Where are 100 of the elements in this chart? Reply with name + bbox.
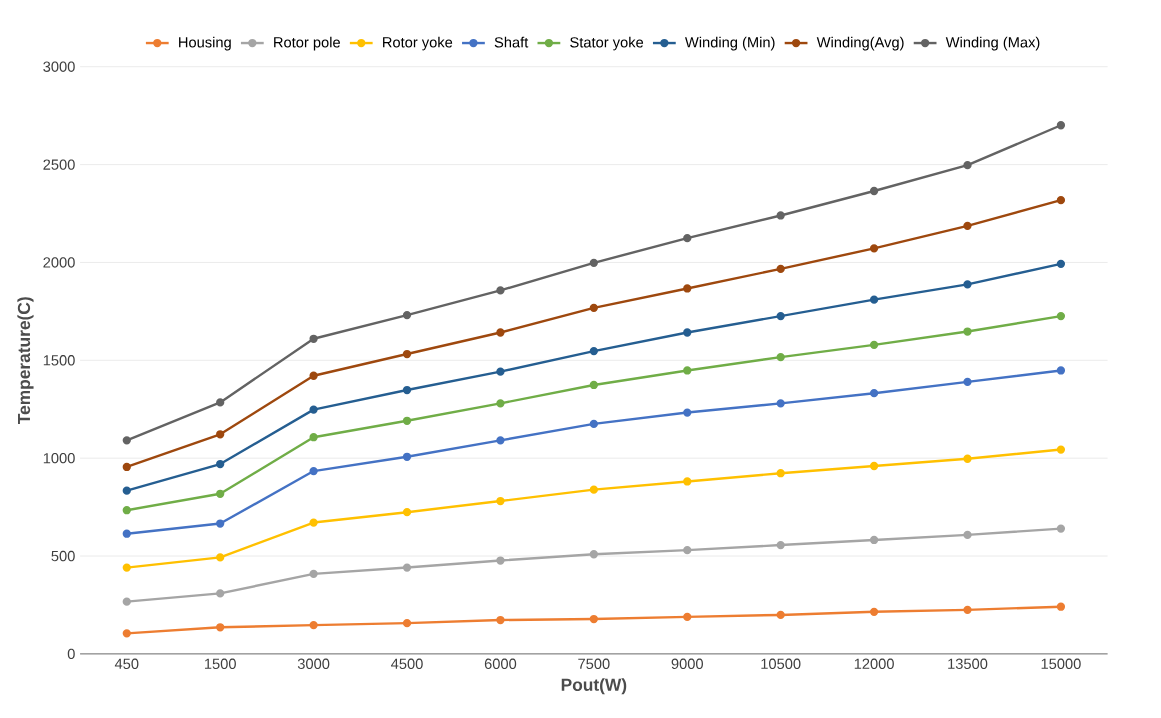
point — [402, 349, 412, 359]
point — [589, 258, 598, 267]
point — [1056, 121, 1066, 130]
point — [963, 605, 972, 615]
x-tick-label: 10500 — [761, 658, 801, 670]
point — [122, 506, 131, 515]
point — [683, 284, 692, 293]
point — [216, 459, 225, 469]
point — [496, 328, 505, 337]
point — [589, 485, 598, 494]
point — [776, 353, 785, 362]
point — [869, 389, 879, 398]
point — [776, 469, 785, 478]
point — [683, 234, 692, 243]
point — [402, 452, 412, 461]
point — [776, 211, 785, 220]
point — [216, 430, 225, 439]
point — [683, 328, 692, 337]
legend-label: Rotor pole — [274, 36, 340, 51]
point — [216, 589, 225, 598]
x-tick-label: 15000 — [1041, 658, 1081, 670]
legend-label: Winding (Max) — [945, 36, 1040, 51]
x-tick-label: 9000 — [671, 658, 703, 670]
x-axis-title: Pout(W) — [561, 678, 627, 695]
point — [216, 623, 225, 632]
point — [963, 161, 972, 170]
y-tick-label: 2500 — [43, 159, 75, 170]
point — [1056, 196, 1066, 205]
point — [1056, 259, 1066, 268]
point — [869, 244, 879, 253]
point — [963, 530, 972, 540]
point — [122, 597, 131, 606]
point — [496, 615, 505, 625]
point — [309, 433, 318, 442]
point — [122, 529, 131, 538]
point — [869, 340, 879, 349]
point — [402, 619, 412, 628]
point — [776, 610, 785, 620]
point — [963, 327, 972, 336]
point — [683, 612, 692, 622]
point — [309, 405, 318, 414]
y-tick-label: 500 — [51, 550, 75, 562]
point — [869, 535, 879, 545]
y-tick-label: 2000 — [43, 257, 75, 268]
legend-label: Winding (Min) — [685, 36, 775, 51]
point — [496, 496, 505, 506]
point — [683, 477, 692, 486]
point — [683, 546, 692, 555]
x-tick-label: 1500 — [204, 658, 236, 670]
legend-label: Housing — [179, 36, 231, 51]
point — [869, 186, 879, 196]
x-tick-label: 450 — [114, 658, 139, 670]
legend-label: Shaft — [494, 36, 529, 48]
point — [309, 466, 318, 476]
point — [122, 486, 131, 495]
point — [1056, 366, 1066, 375]
x-tick-label: 4500 — [391, 658, 423, 670]
point — [683, 408, 692, 417]
x-tick-label: 13500 — [948, 658, 988, 670]
point — [963, 377, 972, 386]
point — [1056, 311, 1066, 321]
point — [496, 286, 505, 295]
point — [122, 462, 131, 472]
legend-label: Winding(Avg) — [816, 36, 904, 51]
point — [869, 461, 879, 471]
point — [402, 385, 412, 395]
point — [216, 398, 225, 407]
point — [589, 380, 598, 390]
point — [122, 629, 131, 638]
point — [1056, 524, 1066, 533]
point — [776, 264, 785, 274]
point — [589, 303, 598, 313]
x-tick-label: 12000 — [854, 658, 894, 670]
y-tick-label: 1000 — [43, 453, 75, 464]
point — [963, 454, 972, 463]
y-tick-label: 1500 — [43, 355, 75, 366]
point — [683, 366, 692, 375]
point — [1056, 445, 1066, 454]
y-axis-title: Temperature(C) — [17, 297, 34, 425]
point — [216, 553, 225, 562]
point — [776, 399, 785, 408]
point — [402, 310, 412, 320]
point — [589, 550, 598, 559]
x-tick-label: 7500 — [578, 658, 610, 670]
point — [776, 311, 785, 321]
point — [869, 607, 879, 616]
point — [309, 371, 318, 380]
point — [309, 334, 318, 343]
point — [309, 621, 318, 630]
point — [496, 556, 505, 565]
point — [402, 508, 412, 517]
point — [496, 436, 505, 445]
point — [402, 416, 412, 425]
point — [122, 436, 131, 445]
point — [309, 569, 318, 578]
point — [496, 399, 505, 408]
point — [1056, 602, 1066, 611]
point — [589, 419, 598, 429]
x-tick-label: 3000 — [297, 658, 330, 670]
legend-label: Stator yoke — [570, 36, 644, 51]
